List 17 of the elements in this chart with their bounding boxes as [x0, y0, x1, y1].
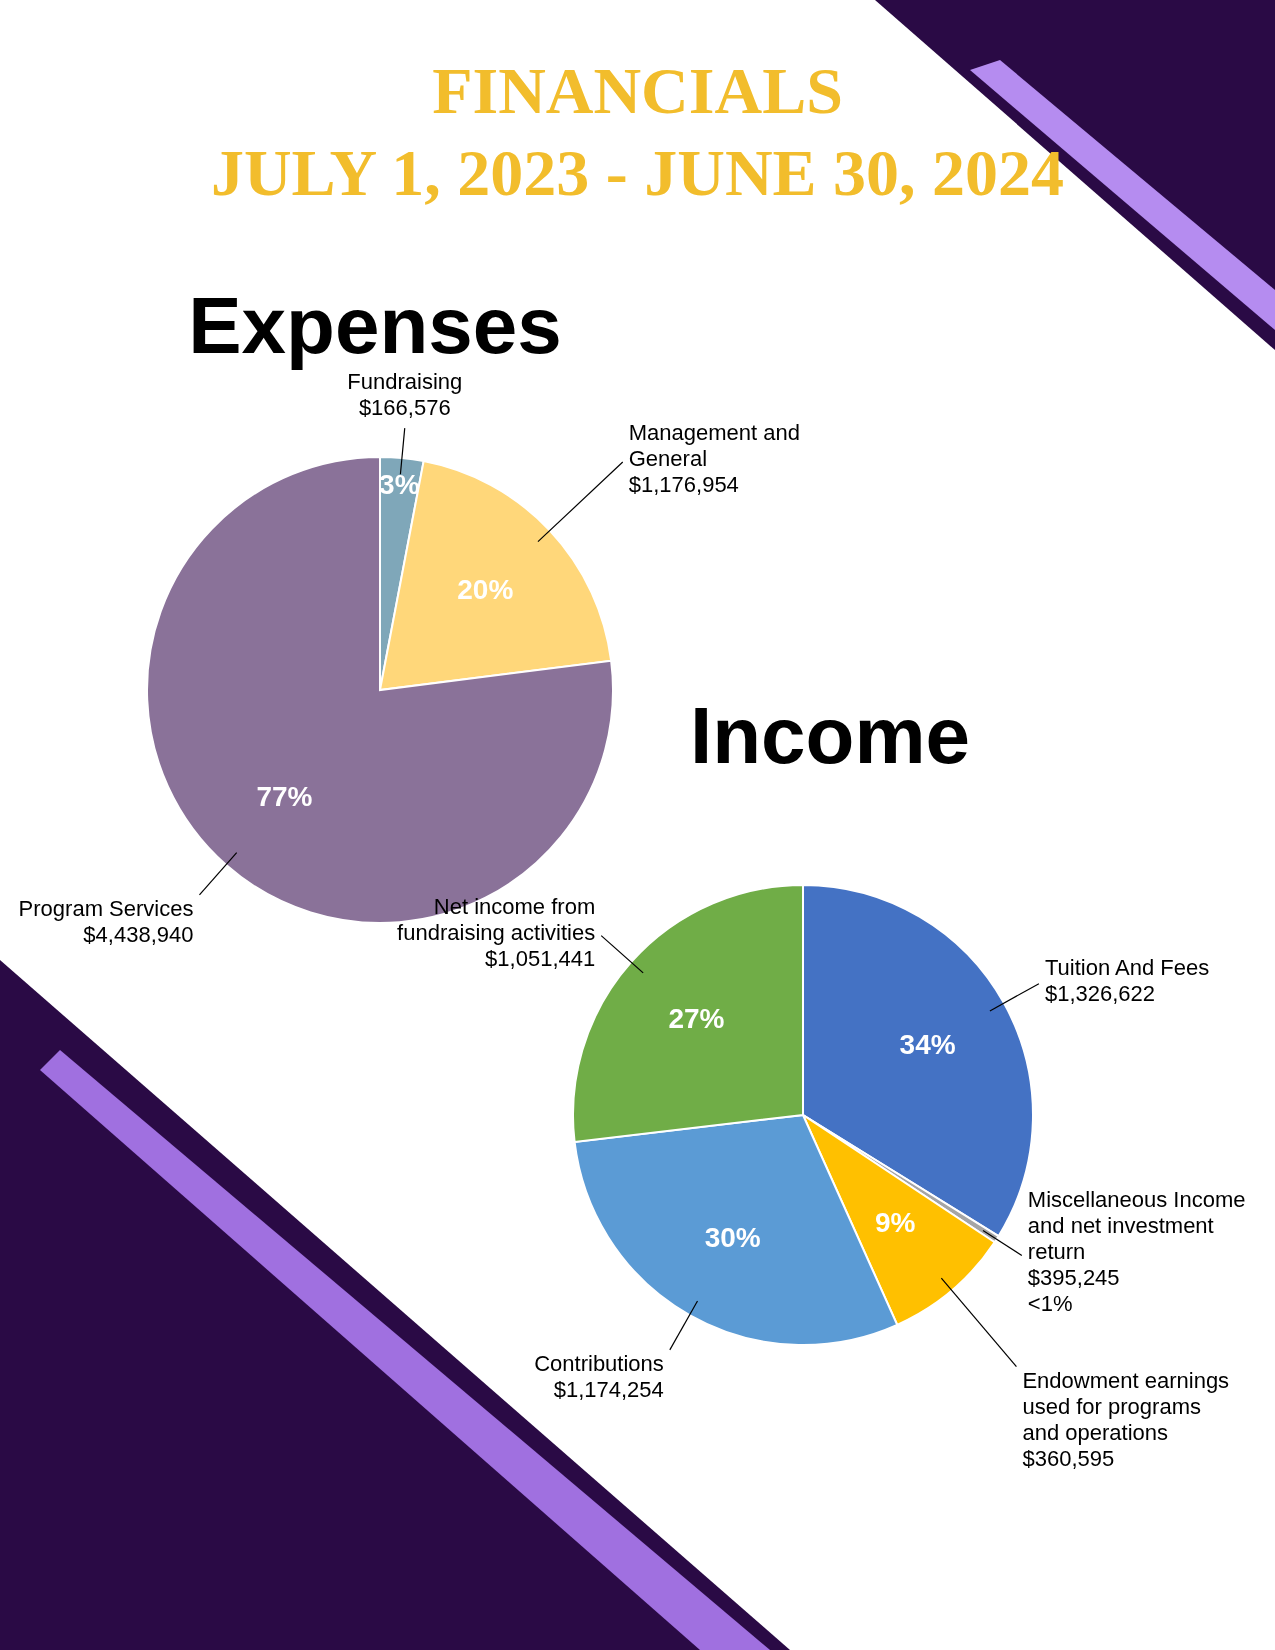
data-label: 9%: [874, 1206, 916, 1238]
slice-label: Tuition And Fees $1,326,622: [1044, 954, 1210, 1006]
slice-label: Endowment earnings used for programs and operations $360,595: [1022, 1367, 1230, 1471]
slice-label: Program Services $4,438,940: [18, 895, 194, 947]
slice-label: Management and General $1,176,954: [628, 420, 800, 498]
data-label: 27%: [668, 1003, 725, 1035]
slice-label: Fundraising $166,576: [347, 369, 463, 421]
slice-label: Contributions $1,174,254: [534, 1350, 664, 1402]
data-label: 20%: [457, 574, 514, 606]
slice-label: Miscellaneous Income and net investment return $395,245 <1%: [1027, 1187, 1246, 1317]
chart-title: FINANCIALS JULY 1, 2023 - JUNE 30, 2024: [209, 53, 1066, 211]
data-label: 77%: [256, 781, 313, 813]
data-label: 34%: [899, 1028, 956, 1060]
data-label: 30%: [704, 1222, 761, 1254]
chart-subtitle: Expenses: [188, 280, 562, 372]
chart-title: Income: [689, 690, 971, 782]
data-label: 3%: [379, 468, 420, 500]
